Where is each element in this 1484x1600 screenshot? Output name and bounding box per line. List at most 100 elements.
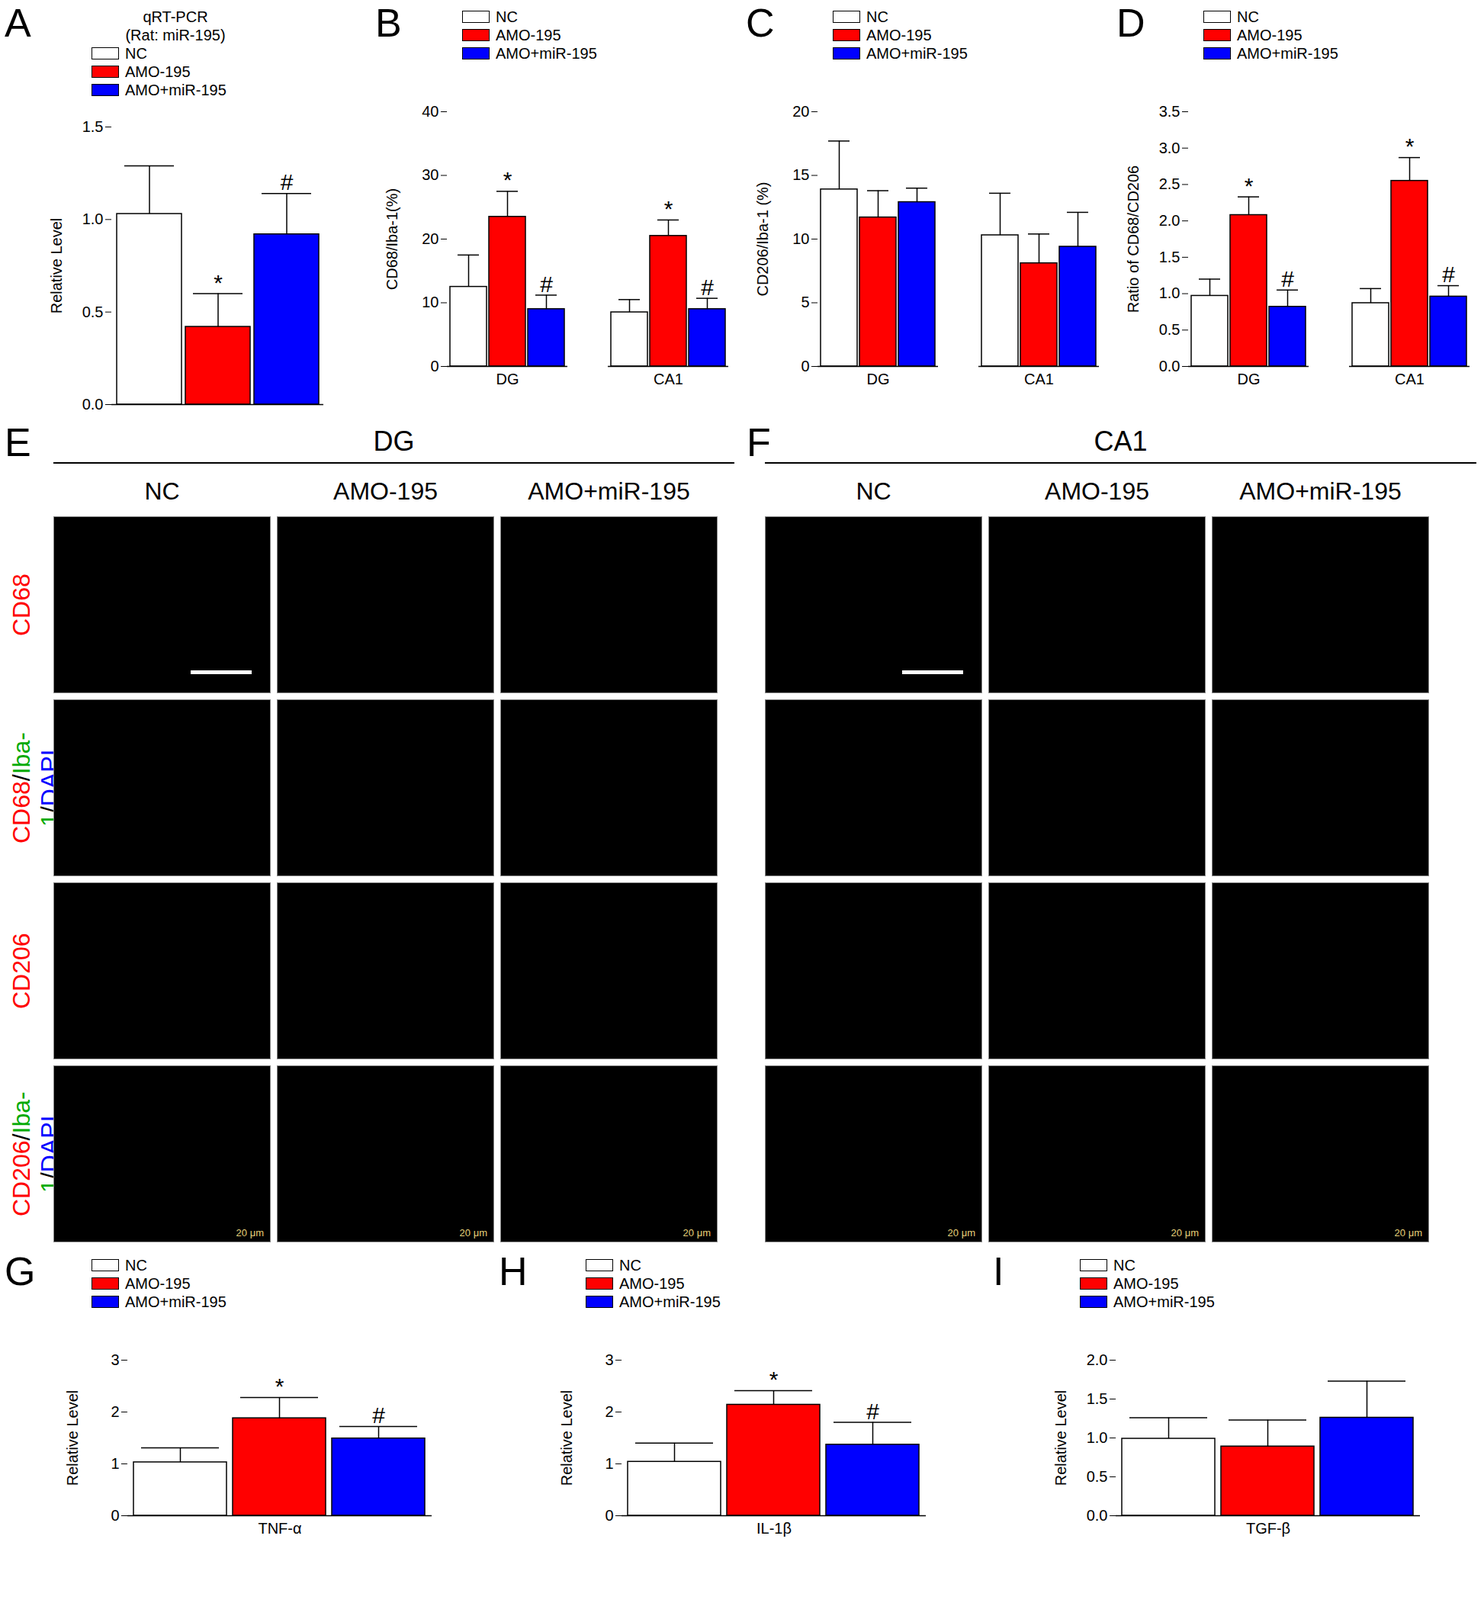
svg-text:0.5: 0.5 (1159, 321, 1181, 338)
html-text:H: H (498, 1249, 528, 1294)
svg-text:15: 15 (792, 166, 810, 184)
svg-text:1.0: 1.0 (82, 210, 104, 228)
svg-text:CA1: CA1 (1394, 370, 1425, 388)
svg-text:#: # (1281, 266, 1295, 292)
html-text:CD68: CD68 (7, 780, 36, 844)
html-text:CD68: CD68 (7, 573, 36, 636)
html-text:AMO+miR-195: AMO+miR-195 (495, 44, 597, 62)
svg-text:20: 20 (421, 230, 439, 248)
html-text:NC: NC (125, 44, 148, 62)
html-text:AMO-195: AMO-195 (495, 26, 561, 44)
svg-text:CA1: CA1 (653, 370, 684, 388)
svg-text:*: * (1244, 173, 1254, 199)
svg-text:1: 1 (604, 1455, 614, 1472)
svg-text:0: 0 (430, 357, 439, 375)
svg-text:#: # (1442, 261, 1456, 287)
svg-text:Relative Level: Relative Level (64, 1390, 81, 1487)
svg-text:0: 0 (110, 1506, 119, 1524)
html-text:A: A (4, 0, 32, 45)
svg-text:*: * (1405, 133, 1415, 159)
svg-text:1.5: 1.5 (1086, 1390, 1109, 1407)
svg-text:3: 3 (110, 1351, 119, 1369)
html-text:Iba-1: Iba-1 (7, 1091, 64, 1193)
svg-text:10: 10 (421, 293, 439, 311)
svg-text:*: * (503, 167, 513, 193)
svg-text:0.5: 0.5 (1086, 1467, 1109, 1485)
html-text:D: D (1116, 0, 1146, 45)
svg-text:DG: DG (867, 370, 890, 388)
svg-text:DG: DG (496, 370, 520, 388)
svg-text:1.5: 1.5 (1159, 248, 1181, 266)
svg-text:0.5: 0.5 (82, 303, 104, 321)
html-text:F: F (746, 420, 771, 465)
html-text:AMO-195: AMO-195 (1044, 477, 1150, 505)
html-text:CD206: CD206 (7, 932, 36, 1009)
html-text:C: C (745, 0, 775, 45)
html-text:B: B (375, 0, 402, 45)
html-text:DAPI: DAPI (35, 1115, 64, 1173)
html-text:G: G (4, 1249, 36, 1294)
svg-text:0: 0 (604, 1506, 614, 1524)
svg-text:TNF-α: TNF-α (257, 1519, 302, 1537)
svg-text:DG: DG (1237, 370, 1261, 388)
svg-text:1.0: 1.0 (1159, 284, 1181, 302)
html-text:NC: NC (495, 8, 518, 26)
html-text:NC: NC (866, 8, 889, 26)
html-text:DG: DG (373, 425, 415, 457)
html-text:AMO+miR-195: AMO+miR-195 (125, 81, 227, 99)
svg-text:#: # (372, 1402, 386, 1428)
svg-text:2: 2 (604, 1403, 614, 1420)
svg-text:CD206/Iba-1 (%): CD206/Iba-1 (%) (754, 181, 771, 296)
svg-text:CD68/Iba-1(%): CD68/Iba-1(%) (383, 188, 401, 290)
html-text:Iba-1: Iba-1 (7, 732, 64, 827)
svg-text:1.0: 1.0 (1086, 1429, 1109, 1446)
svg-text:#: # (700, 274, 714, 300)
svg-text:IL-1β: IL-1β (756, 1519, 792, 1537)
svg-text:2.5: 2.5 (1159, 175, 1181, 193)
html-text:NC: NC (144, 477, 180, 505)
svg-text:#: # (280, 169, 294, 195)
svg-text:1: 1 (110, 1455, 119, 1472)
svg-text:CA1: CA1 (1024, 370, 1054, 388)
svg-text:Relative Level: Relative Level (1052, 1390, 1070, 1487)
svg-text:3.0: 3.0 (1159, 139, 1181, 157)
svg-text:*: * (213, 269, 223, 296)
svg-text:20: 20 (792, 102, 810, 120)
html-text:AMO-195: AMO-195 (866, 26, 932, 44)
html-text:AMO-195: AMO-195 (125, 63, 191, 81)
svg-text:#: # (539, 271, 553, 297)
svg-text:Ratio of CD68/CD206: Ratio of CD68/CD206 (1124, 165, 1142, 313)
html-text:AMO+miR-195: AMO+miR-195 (527, 477, 690, 505)
svg-text:Relative Level: Relative Level (558, 1390, 575, 1487)
svg-text:*: * (275, 1373, 285, 1399)
svg-text:2: 2 (110, 1403, 119, 1420)
html-text:AMO-195: AMO-195 (333, 477, 438, 505)
svg-text:0.0: 0.0 (1086, 1506, 1109, 1524)
svg-text:40: 40 (421, 102, 439, 120)
svg-text:0: 0 (800, 357, 810, 375)
html-text:E: E (4, 420, 32, 465)
html-text:CA1: CA1 (1093, 425, 1148, 457)
html-text:DAPI: DAPI (35, 749, 64, 807)
html-text:AMO+miR-195: AMO+miR-195 (1239, 477, 1402, 505)
svg-text:1.5: 1.5 (82, 118, 104, 135)
svg-text:10: 10 (792, 230, 810, 248)
svg-text:5: 5 (800, 293, 810, 311)
svg-text:0.0: 0.0 (1159, 357, 1181, 375)
svg-text:0.0: 0.0 (82, 395, 104, 413)
html-text:AMO+miR-195: AMO+miR-195 (866, 44, 968, 62)
svg-text:2.0: 2.0 (1086, 1351, 1109, 1369)
html-text:NC: NC (855, 477, 892, 505)
svg-text:#: # (866, 1398, 880, 1424)
svg-text:*: * (664, 195, 674, 222)
svg-text:3: 3 (604, 1351, 614, 1369)
svg-text:*: * (769, 1366, 779, 1392)
svg-text:30: 30 (421, 166, 439, 184)
svg-text:Relative Level: Relative Level (48, 218, 65, 315)
svg-text:2.0: 2.0 (1159, 212, 1181, 229)
html-text:qRT-PCR: qRT-PCR (142, 8, 208, 26)
html-text:(Rat: miR-195): (Rat: miR-195) (125, 26, 226, 44)
svg-text:TGF-β: TGF-β (1246, 1519, 1291, 1537)
svg-text:3.5: 3.5 (1159, 102, 1181, 120)
html-text:CD206: CD206 (7, 1140, 36, 1217)
